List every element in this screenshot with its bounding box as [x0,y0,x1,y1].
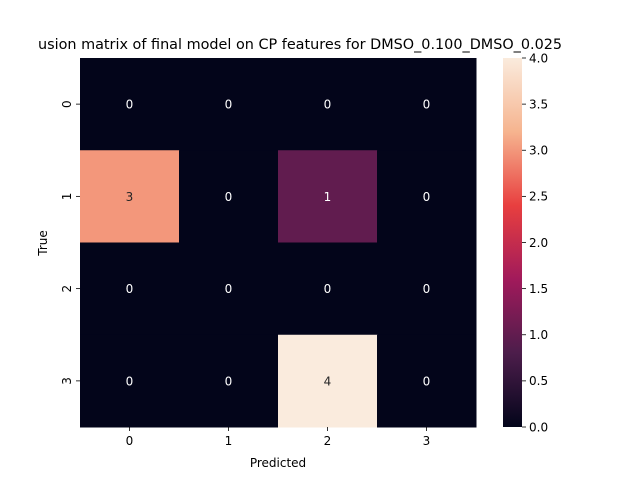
colorbar-tick-label: 2.5 [529,190,548,204]
colorbar-tick-label: 1.0 [529,328,548,342]
heatmap-cell [278,242,378,336]
heatmap-cell [179,150,279,243]
cell-value-label: 0 [225,374,233,388]
heatmap-cell [80,58,180,151]
heatmap-cell [179,242,279,336]
colorbar-tick-label: 4.0 [529,51,548,65]
cell-value-label: 0 [423,190,431,204]
cell-value-label: 3 [126,190,134,204]
colorbar-tick-label: 2.0 [529,236,548,250]
heatmap-cells [80,58,477,428]
heatmap-cell [278,150,378,243]
x-axis-ticks: 0 1 2 3 [126,427,431,448]
x-axis-label: Predicted [250,456,306,470]
chart-title: usion matrix of final model on CP featur… [38,37,562,53]
colorbar-tick-label: 3.5 [529,97,548,111]
y-axis-ticks: 0 1 2 3 [60,100,80,385]
cell-value-label: 4 [324,374,332,388]
y-axis-label: True [36,230,50,257]
x-tick-label: 0 [126,434,134,448]
cell-value-label: 0 [225,190,233,204]
cell-value-label: 1 [324,190,332,204]
colorbar-tick-label: 1.5 [529,282,548,296]
heatmap-cell [179,334,279,428]
x-tick-label: 1 [225,434,233,448]
heatmap-cell [80,334,180,428]
cell-value-label: 0 [423,374,431,388]
colorbar [503,58,522,427]
colorbar-ticks: 0.0 0.5 1.0 1.5 2.0 2.5 3.0 3.5 4.0 [522,51,548,434]
x-tick-label: 3 [423,434,431,448]
y-tick-label: 3 [60,377,74,385]
cell-value-label: 0 [324,98,332,112]
y-tick-label: 1 [60,193,74,201]
heatmap-cell [377,150,477,243]
cell-value-label: 0 [126,374,134,388]
x-tick-label: 2 [324,434,332,448]
heatmap-cell [80,150,180,243]
colorbar-tick-label: 0.5 [529,374,548,388]
cell-value-label: 0 [423,98,431,112]
cell-value-label: 0 [324,282,332,296]
cell-value-label: 0 [126,98,134,112]
cell-value-label: 0 [126,282,134,296]
heatmap-cell [179,58,279,151]
heatmap-cell [80,242,180,336]
heatmap-cell-labels: 0 0 0 0 3 0 1 0 0 0 0 0 0 0 4 0 [126,98,431,389]
colorbar-tick-label: 3.0 [529,144,548,158]
heatmap-cell [278,334,378,428]
heatmap-cell [278,58,378,151]
y-tick-label: 2 [60,285,74,293]
heatmap-cell [377,334,477,428]
colorbar-tick-label: 0.0 [529,420,548,434]
heatmap-cell [377,58,477,151]
cell-value-label: 0 [423,282,431,296]
cell-value-label: 0 [225,98,233,112]
heatmap-cell [377,242,477,336]
y-tick-label: 0 [60,100,74,108]
cell-value-label: 0 [225,282,233,296]
